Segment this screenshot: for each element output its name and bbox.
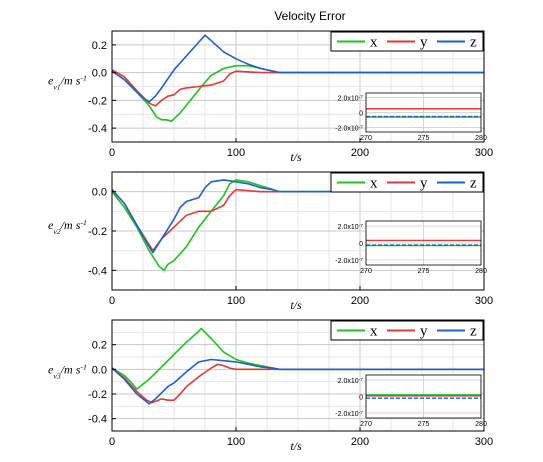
inset-frame: [365, 92, 482, 133]
x-tick-label: 200: [351, 147, 369, 159]
legend-label-y: y: [420, 35, 428, 51]
panel-1: 0 100 200 300 0.2 0.0 -0.2 -0.4 Velocity Error t/…: [48, 9, 493, 164]
inset-y-tick-label: 0: [359, 241, 363, 248]
inset-x-tick-label: 275: [418, 135, 430, 142]
panel-3: 0 100 200 300 0.2 0.0 -0.2 -0.4 t/s ev3/m s-1 x y z 2…: [48, 319, 493, 453]
y-tick-label: 0.0: [92, 68, 107, 80]
series-line-x: [111, 327, 484, 390]
inset-y-tick-label: -2.0x10-7: [335, 410, 363, 419]
x-tick-label: 200: [351, 295, 369, 307]
inset-y-tick-label: 0: [359, 111, 363, 118]
inset-x-tick-label: 270: [360, 421, 372, 428]
legend-label-z: z: [470, 324, 477, 340]
series-line-x: [111, 179, 484, 272]
x-tick-label: 300: [475, 147, 493, 159]
y-tick-label: -0.4: [88, 265, 107, 277]
x-axis-label: t/s: [290, 298, 302, 312]
series-line-z: [111, 34, 484, 103]
y-tick-label: 0.2: [92, 340, 107, 352]
legend-label-z: z: [470, 35, 477, 51]
inset-y-tick-label: 2.0x10-7: [338, 376, 364, 385]
inset-y-tick-label: -2.0x10-7: [335, 124, 363, 133]
inset-x-tick-label: 275: [418, 268, 430, 275]
y-tick-label: -0.2: [88, 389, 107, 401]
inset-plot: 270 275 280 2.0x10-7 0 -2.0x10-7: [335, 220, 487, 275]
y-tick-label: 0.2: [92, 40, 107, 52]
inset-frame: [365, 220, 482, 266]
x-tick-label: 100: [227, 295, 245, 307]
x-tick-label: 0: [109, 295, 115, 307]
legend-label-y: y: [420, 324, 428, 340]
y-axis-label: ev1/m s-1: [48, 73, 87, 91]
x-axis-label: t/s: [290, 150, 302, 164]
legend-label-z: z: [470, 176, 477, 192]
inset-x-tick-label: 275: [418, 421, 430, 428]
x-tick-label: 100: [227, 436, 245, 448]
inset-plot: 270 275 280 2.0x10-7 0 -2.0x10-7: [335, 374, 487, 428]
series-line-z: [111, 358, 484, 405]
chart-title: Velocity Error: [274, 9, 345, 23]
legend-label-x: x: [370, 324, 378, 340]
plot-frame: [111, 30, 485, 143]
y-axis-label: ev2/m s-1: [48, 218, 87, 236]
legend-label-y: y: [420, 176, 428, 192]
y-axis-label: ev3/m s-1: [48, 362, 87, 380]
legend-label-x: x: [370, 176, 378, 192]
inset-plot: 270 275 280 2.0x10-7 0 -2.0x10-7: [335, 92, 487, 142]
inset-x-tick-label: 270: [360, 135, 372, 142]
y-tick-label: -0.4: [88, 414, 107, 426]
inset-y-tick-label: -2.0x10-7: [335, 256, 363, 265]
x-tick-label: 100: [227, 147, 245, 159]
y-tick-label: 0.0: [92, 364, 107, 376]
x-tick-label: 0: [109, 436, 115, 448]
inset-y-tick-label: 2.0x10-7: [338, 94, 364, 103]
y-tick-label: -0.4: [88, 123, 107, 135]
inset-x-tick-label: 280: [475, 268, 487, 275]
inset-x-tick-label: 280: [475, 135, 487, 142]
inset-frame: [365, 374, 482, 419]
y-tick-label: -0.2: [88, 95, 107, 107]
x-axis-label: t/s: [290, 439, 302, 453]
series-line-z: [111, 179, 484, 254]
series-line-y: [111, 363, 484, 404]
inset-x-tick-label: 270: [360, 268, 372, 275]
x-tick-label: 300: [475, 295, 493, 307]
plot-frame: [111, 319, 485, 432]
y-tick-label: -0.2: [88, 226, 107, 238]
y-tick-label: 0.0: [92, 187, 107, 199]
inset-y-tick-label: 0: [359, 395, 363, 402]
x-tick-label: 200: [351, 436, 369, 448]
x-tick-label: 0: [109, 147, 115, 159]
inset-y-tick-label: 2.0x10-7: [338, 223, 364, 232]
inset-x-tick-label: 280: [475, 421, 487, 428]
legend-label-x: x: [370, 35, 378, 51]
x-tick-label: 300: [475, 436, 493, 448]
